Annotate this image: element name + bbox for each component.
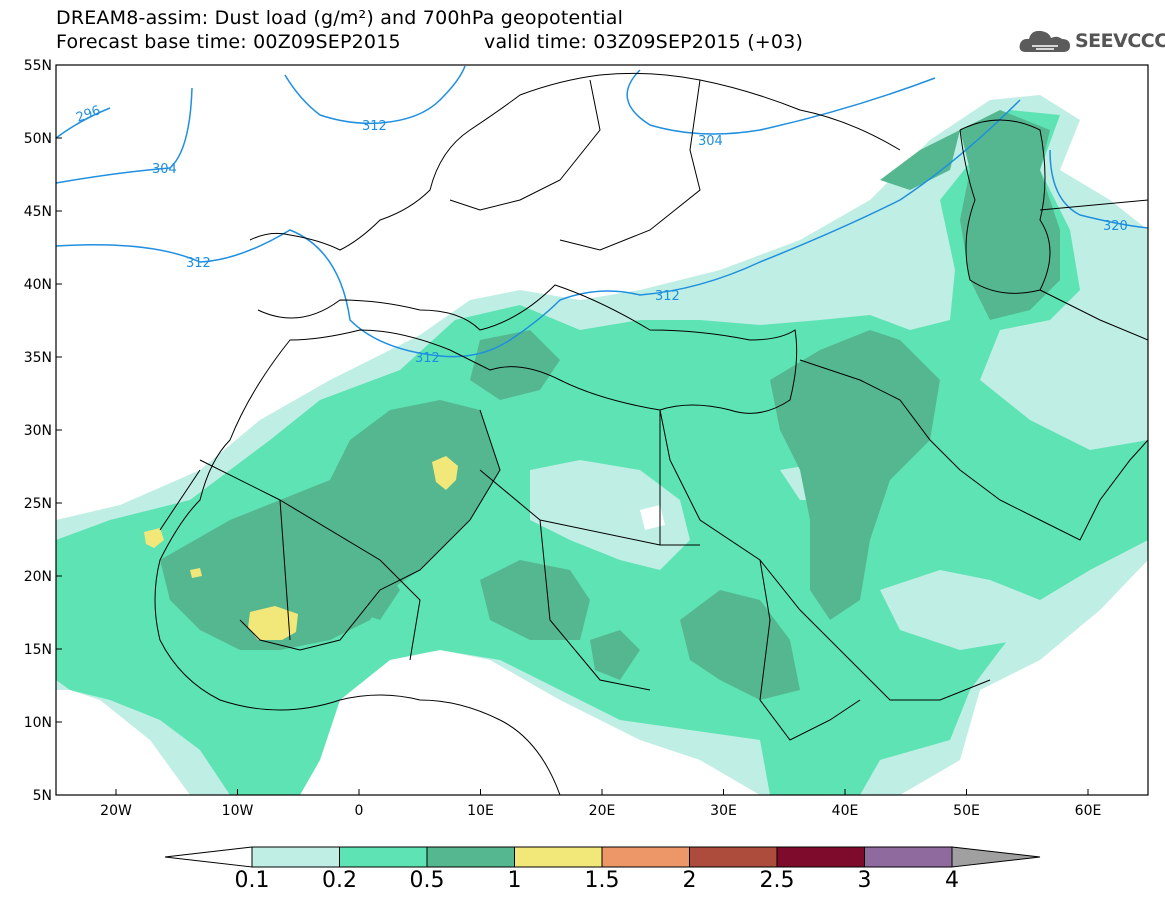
contour-label-312: 312 [415,351,440,366]
lat-label: 55N [24,58,52,74]
colorbar-arrow-low [164,846,253,868]
colorbar-swatch [339,846,428,868]
colorbar-swatch [251,846,340,868]
colorbar-label: 1.5 [584,868,620,893]
contour-label-320: 320 [1103,219,1128,234]
lon-label: 0 [355,803,364,819]
contour-label-312: 312 [186,256,211,271]
colorbar-label: 3 [857,868,872,893]
lon-label: 20W [100,803,132,819]
colorbar-swatch [689,846,778,868]
dust-band-yellow [248,606,298,640]
lat-label: 40N [24,277,52,293]
contour-label-312: 312 [655,289,680,304]
dust-band-dark [160,400,500,650]
colorbar-label: 0.2 [322,868,357,893]
coastlines [154,72,1148,795]
lat-label: 10N [24,715,52,731]
colorbar-label: 4 [945,868,959,893]
lon-label: 50E [953,803,980,819]
colorbar-arrow-high [951,846,1041,868]
colorbar [164,846,1041,868]
lon-label: 10E [467,803,494,819]
lat-label: 15N [24,642,52,658]
lon-label: 30E [710,803,737,819]
colorbar-label: 1 [507,868,522,893]
dust-field [56,65,1148,795]
contour-label-304: 304 [152,162,177,177]
contour-label-304: 304 [698,134,723,149]
lon-label: 60E [1075,803,1102,819]
lon-label: 10W [222,803,254,819]
title-base-time: Forecast base time: 00Z09SEP2015 [56,31,401,53]
lat-label: 50N [24,131,52,147]
logo-text: SEEVCCC [1075,30,1165,52]
lat-label: 35N [24,350,52,366]
title-valid-time: valid time: 03Z09SEP2015 (+03) [484,31,804,53]
colorbar-swatch [864,846,953,868]
colorbar-swatch [426,846,515,868]
title-line-1: DREAM8-assim: Dust load (g/m²) and 700hP… [56,7,624,29]
lon-label: 20E [589,803,616,819]
axis-ticks: 55N 50N 45N 40N 35N 30N 25N 20N 15N 10N 5N 20W 10W 0 1… [24,58,1102,819]
contour-label-312: 312 [362,119,387,134]
geopotential-contours [56,65,1148,358]
lat-label: 30N [24,423,52,439]
colorbar-label: 0.5 [409,868,445,893]
lat-label: 5N [33,788,52,804]
colorbar-label: 0.1 [234,868,270,893]
lat-label: 45N [24,204,52,220]
cloud-icon [1019,30,1070,52]
lat-label: 20N [24,569,52,585]
colorbar-label: 2.5 [759,868,795,893]
colorbar-label: 2 [682,868,697,893]
lat-label: 25N [24,496,52,512]
colorbar-swatch [514,846,603,868]
colorbar-swatch [776,846,865,868]
colorbar-swatch [601,846,690,868]
lon-label: 40E [832,803,859,819]
